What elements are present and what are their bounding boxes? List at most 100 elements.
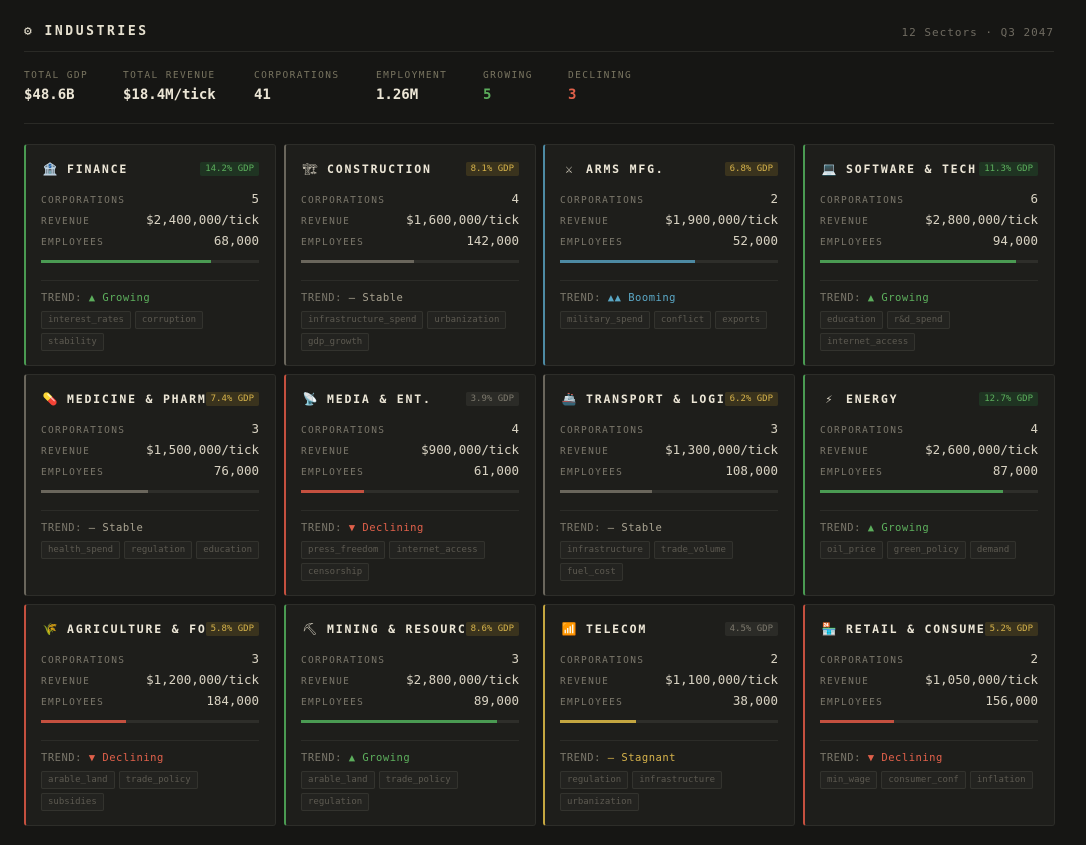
corporations-label: CORPORATIONS — [41, 425, 126, 436]
factor-tags: interest_rates corruption stability — [41, 311, 261, 351]
industry-card-arms-mfg[interactable]: ⚔ ARMS MFG. 6.8% GDP CORPORATIONS 2 REVENUE $1… — [543, 144, 795, 366]
corporations-row: CORPORATIONS 4 — [820, 421, 1038, 442]
factor-tag: infrastructure_spend — [301, 311, 424, 329]
gdp-badge: 8.6% GDP — [465, 622, 519, 636]
trend-value: ▲ Growing — [867, 292, 930, 304]
stat-label: EMPLOYMENT — [376, 70, 448, 81]
corporations-row: CORPORATIONS 4 — [301, 421, 519, 442]
factor-tag: fuel_cost — [560, 563, 623, 581]
gear-icon: ⚙ — [24, 24, 35, 39]
industry-card-finance[interactable]: 🏦 FINANCE 14.2% GDP CORPORATIONS 5 REVENUE $2,… — [24, 144, 276, 366]
revenue-label: REVENUE — [301, 216, 351, 227]
corporations-row: CORPORATIONS 2 — [560, 191, 778, 212]
industry-name: CONSTRUCTION — [327, 162, 432, 176]
stat-growing: GROWING 5 — [483, 70, 533, 103]
industry-card-agriculture-food[interactable]: 🌾 AGRICULTURE & FOOD 5.8% GDP CORPORATIONS 3… — [24, 604, 276, 826]
trend-line: TREND: — Stagnant — [560, 752, 778, 764]
crossed-swords-icon: ⚔ — [565, 162, 573, 176]
employees-row: EMPLOYEES 87,000 — [820, 463, 1038, 484]
trend-label: TREND: — [820, 522, 868, 534]
corporations-value: 4 — [511, 421, 519, 436]
trend-value: ▼ Declining — [348, 522, 424, 534]
card-header: ⚔ ARMS MFG. 6.8% GDP — [560, 161, 778, 179]
stat-label: CORPORATIONS — [254, 70, 340, 81]
industry-card-software-tech[interactable]: 💻 SOFTWARE & TECH 11.3% GDP CORPORATIONS 6 RE… — [803, 144, 1055, 366]
corporations-row: CORPORATIONS 2 — [820, 651, 1038, 672]
performance-bar-fill — [560, 720, 637, 723]
employees-row: EMPLOYEES 89,000 — [301, 693, 519, 714]
trend-label: TREND: — [560, 522, 608, 534]
industry-card-mining-resources[interactable]: ⛏ MINING & RESOURCES 8.6% GDP CORPORATIONS 3… — [284, 604, 536, 826]
employees-value: 38,000 — [732, 693, 778, 708]
corporations-value: 4 — [511, 191, 519, 206]
revenue-value: $2,800,000/tick — [925, 212, 1038, 227]
corporations-label: CORPORATIONS — [560, 655, 645, 666]
industry-card-energy[interactable]: ⚡ ENERGY 12.7% GDP CORPORATIONS 4 REVENUE $2,6… — [803, 374, 1055, 596]
performance-bar-fill — [301, 720, 498, 723]
trend-value: — Stable — [607, 522, 663, 534]
revenue-row: REVENUE $2,800,000/tick — [301, 672, 519, 693]
revenue-value: $1,900,000/tick — [665, 212, 778, 227]
performance-bar — [560, 720, 778, 723]
industry-card-medicine-pharma[interactable]: 💊 MEDICINE & PHARMA 7.4% GDP CORPORATIONS 3 R… — [24, 374, 276, 596]
gdp-badge: 6.8% GDP — [724, 162, 778, 176]
employees-label: EMPLOYEES — [560, 237, 624, 248]
satellite-dish-icon: 📡 — [302, 392, 318, 406]
factor-tag: trade_policy — [118, 771, 198, 789]
industry-card-construction[interactable]: 🏗 CONSTRUCTION 8.1% GDP CORPORATIONS 4 REVENU… — [284, 144, 536, 366]
card-header: 🏪 RETAIL & CONSUMER 5.2% GDP — [820, 621, 1038, 639]
factor-tags: military_spend conflict exports — [560, 311, 780, 329]
performance-bar — [41, 490, 259, 493]
revenue-value: $1,300,000/tick — [665, 442, 778, 457]
performance-bar-fill — [41, 720, 127, 723]
industry-name: AGRICULTURE & FOOD — [67, 622, 225, 636]
revenue-row: REVENUE $1,100,000/tick — [560, 672, 778, 693]
factor-tag: arable_land — [41, 771, 115, 789]
card-header: 🏗 CONSTRUCTION 8.1% GDP — [301, 161, 519, 179]
employees-row: EMPLOYEES 94,000 — [820, 233, 1038, 254]
employees-row: EMPLOYEES 76,000 — [41, 463, 259, 484]
trend-line: TREND: ▲ Growing — [820, 292, 1038, 304]
laptop-icon: 💻 — [821, 162, 837, 176]
stat-value: 5 — [483, 87, 492, 103]
corporations-row: CORPORATIONS 3 — [560, 421, 778, 442]
gdp-badge: 14.2% GDP — [200, 162, 259, 176]
card-header: 🌾 AGRICULTURE & FOOD 5.8% GDP — [41, 621, 259, 639]
card-header: 🚢 TRANSPORT & LOGISTICS 6.2% GDP — [560, 391, 778, 409]
factor-tags: infrastructure trade_volume fuel_cost — [560, 541, 780, 581]
card-header: 🏦 FINANCE 14.2% GDP — [41, 161, 259, 179]
revenue-label: REVENUE — [301, 676, 351, 687]
card-divider — [301, 740, 519, 741]
trend-value: ▲▲ Booming — [607, 292, 676, 304]
employees-row: EMPLOYEES 184,000 — [41, 693, 259, 714]
employees-label: EMPLOYEES — [41, 697, 105, 708]
corporations-label: CORPORATIONS — [560, 195, 645, 206]
revenue-value: $2,800,000/tick — [406, 672, 519, 687]
stat-declining: DECLINING 3 — [568, 70, 632, 103]
employees-value: 61,000 — [473, 463, 519, 478]
corporations-row: CORPORATIONS 3 — [41, 421, 259, 442]
corporations-label: CORPORATIONS — [41, 655, 126, 666]
industry-card-media-ent[interactable]: 📡 MEDIA & ENT. 3.9% GDP CORPORATIONS 4 REVENU… — [284, 374, 536, 596]
stat-label: TOTAL REVENUE — [123, 70, 216, 81]
performance-bar-fill — [301, 260, 415, 263]
trend-value: — Stagnant — [607, 752, 676, 764]
corporations-label: CORPORATIONS — [301, 425, 386, 436]
performance-bar-fill — [820, 720, 895, 723]
trend-line: TREND: — Stable — [560, 522, 778, 534]
performance-bar — [301, 720, 519, 723]
trend-label: TREND: — [560, 292, 608, 304]
factor-tag: regulation — [124, 541, 193, 559]
stat-value: $48.6B — [24, 87, 75, 103]
performance-bar — [820, 260, 1038, 263]
trend-label: TREND: — [41, 752, 89, 764]
performance-bar-fill — [41, 260, 212, 263]
trend-value: — Stable — [88, 522, 144, 534]
trend-line: TREND: ▲ Growing — [301, 752, 519, 764]
performance-bar — [820, 490, 1038, 493]
trend-line: TREND: — Stable — [41, 522, 259, 534]
industry-card-transport-logistics[interactable]: 🚢 TRANSPORT & LOGISTICS 6.2% GDP CORPORATIO… — [543, 374, 795, 596]
industry-card-telecom[interactable]: 📶 TELECOM 4.5% GDP CORPORATIONS 2 REVENUE $1,1… — [543, 604, 795, 826]
industry-card-retail-consumer[interactable]: 🏪 RETAIL & CONSUMER 5.2% GDP CORPORATIONS 2 R… — [803, 604, 1055, 826]
gdp-badge: 12.7% GDP — [979, 392, 1038, 406]
